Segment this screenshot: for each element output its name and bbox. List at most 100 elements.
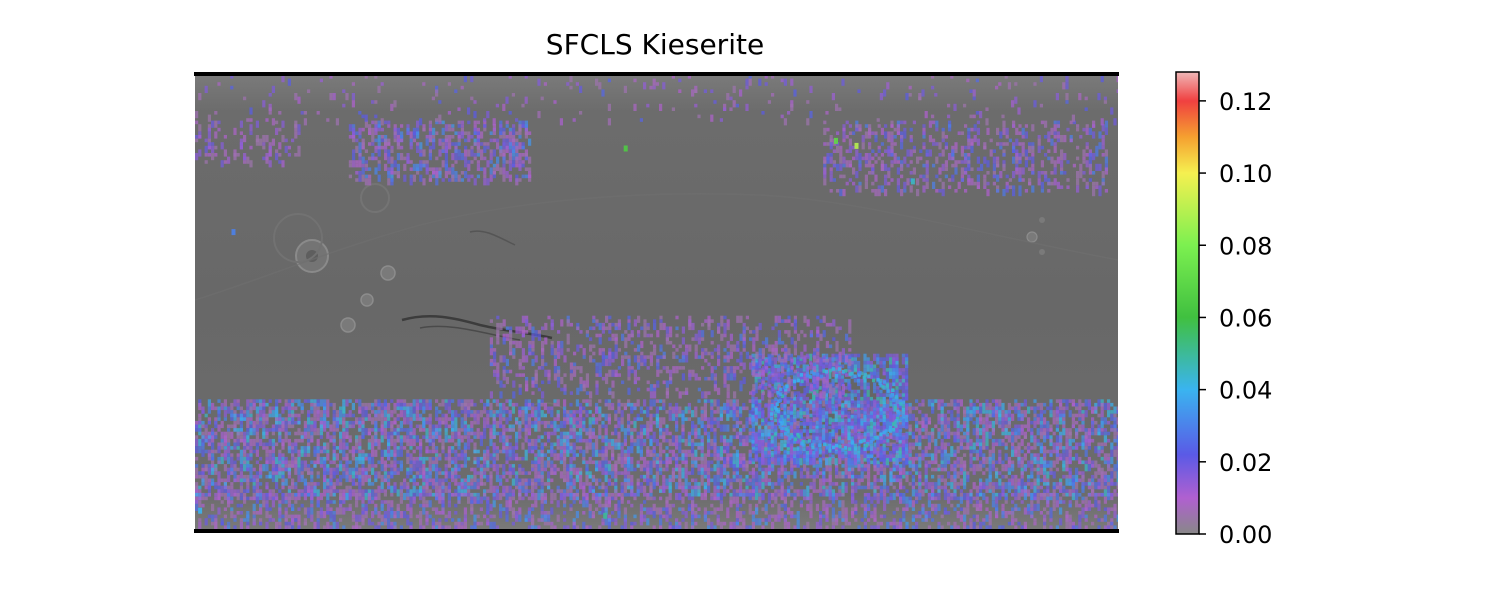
abundance-cell xyxy=(934,453,938,457)
abundance-cell xyxy=(735,435,739,439)
abundance-cell xyxy=(265,442,269,447)
abundance-cell xyxy=(1046,464,1050,468)
abundance-cell xyxy=(950,399,954,407)
abundance-cell xyxy=(937,420,941,425)
abundance-cell xyxy=(364,456,368,461)
abundance-cell xyxy=(435,399,439,403)
abundance-cell xyxy=(246,489,250,493)
abundance-cell xyxy=(409,406,413,411)
abundance-cell xyxy=(387,511,391,519)
abundance-cell xyxy=(1014,489,1018,493)
abundance-cell xyxy=(668,410,672,418)
abundance-cell xyxy=(339,489,343,493)
abundance-cell xyxy=(623,507,627,511)
abundance-cell xyxy=(607,399,611,403)
abundance-cell xyxy=(630,406,634,414)
abundance-cell xyxy=(950,413,954,421)
abundance-cell xyxy=(550,492,554,501)
abundance-cell xyxy=(1084,446,1088,450)
abundance-cell xyxy=(972,446,976,450)
abundance-cell xyxy=(1004,496,1008,501)
abundance-cell xyxy=(611,496,615,501)
abundance-cell xyxy=(1007,467,1011,472)
abundance-cell xyxy=(630,420,634,425)
abundance-cell xyxy=(246,496,250,501)
abundance-cell xyxy=(649,399,653,407)
abundance-cell xyxy=(351,471,355,479)
abundance-cell xyxy=(294,399,298,403)
abundance-cell xyxy=(863,435,867,439)
abundance-cell xyxy=(451,399,455,403)
abundance-cell xyxy=(1030,406,1034,411)
abundance-cell xyxy=(239,482,243,486)
abundance-cell xyxy=(540,420,544,425)
elysium-mons xyxy=(1026,231,1038,243)
abundance-cell xyxy=(687,507,691,511)
abundance-cell xyxy=(710,420,714,425)
abundance-cell xyxy=(467,482,471,486)
abundance-cell xyxy=(1023,467,1027,472)
abundance-cell xyxy=(716,507,720,511)
abundance-cell xyxy=(719,406,723,411)
abundance-cell xyxy=(435,417,439,421)
abundance-cell xyxy=(1004,500,1008,504)
abundance-cell xyxy=(371,406,375,411)
abundance-cell xyxy=(361,402,365,407)
abundance-cell xyxy=(236,431,240,439)
abundance-cell xyxy=(265,511,269,519)
abundance-cell xyxy=(1001,474,1005,479)
abundance-cell xyxy=(1033,442,1037,450)
abundance-cell xyxy=(198,413,202,418)
abundance-cell xyxy=(751,449,755,454)
abundance-cell xyxy=(492,500,496,508)
abundance-cell xyxy=(1039,406,1043,411)
abundance-cell xyxy=(380,406,384,411)
abundance-cell xyxy=(303,485,307,493)
abundance-cell xyxy=(675,467,679,472)
abundance-cell xyxy=(502,474,506,479)
abundance-cell xyxy=(470,482,474,486)
abundance-cell xyxy=(342,500,346,504)
abundance-cell xyxy=(441,485,445,490)
abundance-cell xyxy=(467,496,471,504)
abundance-cell xyxy=(943,424,947,429)
abundance-cell xyxy=(643,493,647,497)
abundance-cell xyxy=(739,493,743,497)
abundance-cell xyxy=(620,417,624,421)
arsia-mons xyxy=(340,317,356,333)
abundance-cell xyxy=(825,402,829,411)
abundance-cell xyxy=(470,424,474,429)
abundance-cell xyxy=(883,474,887,483)
abundance-cell xyxy=(457,474,461,479)
abundance-cell xyxy=(719,492,723,501)
abundance-cell xyxy=(255,482,259,490)
abundance-cell xyxy=(985,478,989,486)
abundance-cell xyxy=(511,492,515,497)
abundance-cell xyxy=(815,413,819,418)
abundance-cell xyxy=(483,492,487,497)
abundance-cell xyxy=(918,446,922,450)
abundance-cell xyxy=(259,410,263,418)
abundance-cell xyxy=(236,453,240,457)
abundance-cell xyxy=(409,431,413,436)
abundance-cell xyxy=(409,467,413,475)
abundance-cell xyxy=(380,431,384,436)
abundance-cell xyxy=(595,417,599,421)
abundance-cell xyxy=(332,511,336,515)
abundance-cell xyxy=(1039,431,1043,439)
abundance-cell xyxy=(975,410,979,414)
abundance-cell xyxy=(230,446,234,450)
abundance-cell xyxy=(598,496,602,504)
abundance-cell xyxy=(732,428,736,432)
abundance-cell xyxy=(675,406,679,414)
abundance-cell xyxy=(563,478,567,483)
abundance-cell xyxy=(678,446,682,454)
abundance-cell xyxy=(527,478,531,486)
abundance-cell xyxy=(857,428,861,432)
abundance-cell xyxy=(969,402,973,407)
abundance-cell xyxy=(534,424,538,432)
abundance-cell xyxy=(812,489,816,493)
abundance-cell xyxy=(425,485,429,493)
abundance-cell xyxy=(860,485,864,490)
abundance-cell xyxy=(534,500,538,508)
